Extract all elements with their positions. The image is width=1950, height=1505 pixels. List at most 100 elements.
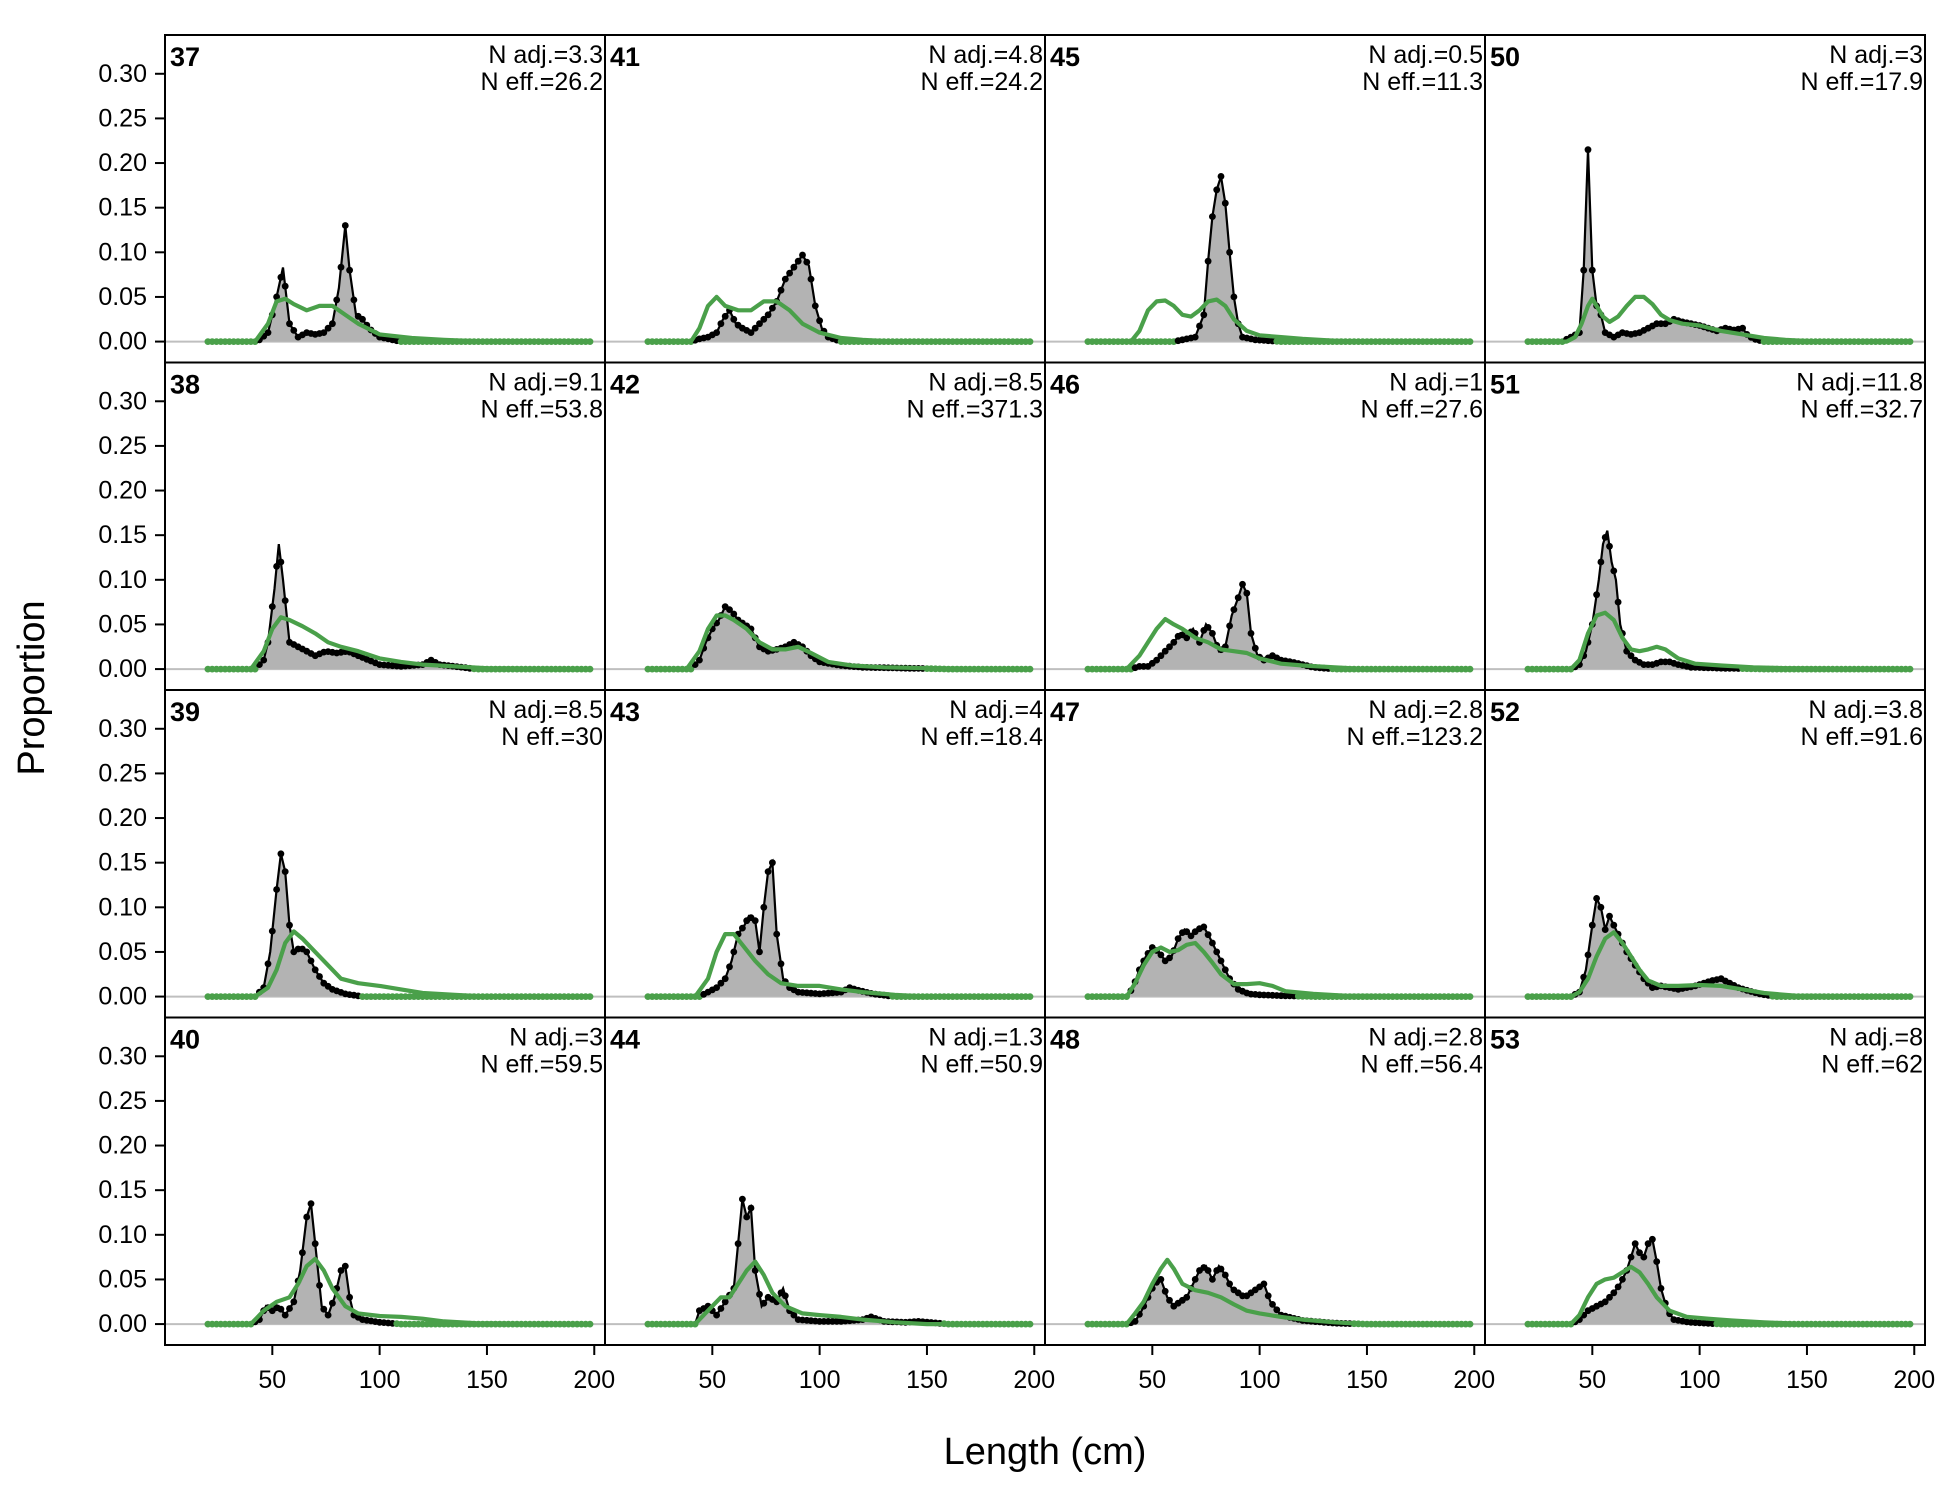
y-tick-label: 0.30 — [98, 715, 147, 743]
y-tick-label: 0.10 — [98, 893, 147, 921]
panel-id-label: 51 — [1490, 370, 1520, 400]
observed-area — [1527, 530, 1910, 670]
y-tick-label: 0.10 — [98, 238, 147, 266]
expected-line — [1527, 294, 1910, 344]
observed-point — [811, 302, 819, 310]
observed-point — [346, 266, 353, 274]
observed-point — [807, 275, 815, 283]
observed-point — [1131, 1318, 1139, 1325]
observed-point — [743, 1213, 751, 1221]
observed-point — [713, 1311, 720, 1319]
observed-point — [1251, 644, 1259, 652]
observed-area — [647, 1199, 1030, 1325]
observed-point — [730, 610, 738, 618]
observed-point — [1204, 931, 1212, 939]
observed-point — [713, 329, 720, 336]
panel-48: 48 N adj.=2.8N eff.=56.4 — [1044, 1016, 1486, 1346]
x-tick-label: 100 — [1239, 1366, 1281, 1394]
panel-id-label: 42 — [610, 370, 640, 400]
observed-point — [1649, 1235, 1656, 1243]
observed-area — [207, 1203, 590, 1325]
observed-point — [260, 656, 268, 664]
observed-point — [1209, 213, 1216, 221]
observed-point — [1588, 921, 1596, 929]
observed-point — [329, 320, 336, 328]
observed-point — [1597, 903, 1605, 911]
observed-point — [281, 1311, 289, 1319]
observed-point — [1213, 186, 1221, 194]
observed-point — [1601, 534, 1609, 541]
n-adj-label: N adj.=8.5 — [488, 696, 603, 724]
x-tick-label: 50 — [1578, 1366, 1606, 1394]
observed-point — [769, 304, 776, 312]
observed-point — [717, 320, 725, 328]
expected-line — [1527, 610, 1911, 672]
observed-point — [777, 286, 785, 294]
panel-id-label: 37 — [170, 42, 200, 72]
observed-point — [1619, 1276, 1626, 1283]
observed-point — [1627, 1253, 1635, 1261]
observed-point — [721, 1298, 729, 1306]
x-tick-label: 100 — [359, 1366, 401, 1394]
y-tick-label: 0.00 — [98, 328, 147, 356]
panel-44: 44 N adj.=1.3N eff.=50.9 — [604, 1016, 1046, 1346]
observed-point — [337, 263, 345, 271]
x-tick-label: 200 — [1453, 1366, 1495, 1394]
panel-id-label: 44 — [610, 1025, 640, 1055]
observed-point — [734, 1240, 742, 1248]
observed-point — [281, 597, 289, 604]
panel-id-label: 52 — [1490, 697, 1520, 727]
n-adj-label: N adj.=1 — [1389, 369, 1483, 397]
observed-point — [751, 324, 759, 332]
observed-point — [320, 1305, 328, 1313]
observed-point — [1243, 589, 1251, 597]
observed-point — [346, 1293, 353, 1301]
observed-point — [730, 948, 738, 956]
observed-point — [1597, 558, 1605, 566]
observed-point — [264, 329, 272, 336]
observed-point — [303, 1213, 311, 1221]
panel-46: 46 N adj.=1N eff.=27.6 — [1044, 361, 1486, 691]
y-tick-label: 0.10 — [98, 566, 147, 594]
observed-point — [1209, 939, 1216, 947]
n-eff-label: N eff.=30 — [501, 723, 603, 751]
observed-point — [1217, 1265, 1225, 1273]
observed-point — [794, 257, 802, 265]
observed-point — [1739, 324, 1746, 332]
expected-line — [1087, 297, 1470, 344]
panel-42: 42 N adj.=8.5N eff.=371.3 — [604, 361, 1046, 691]
n-adj-label: N adj.=11.8 — [1796, 369, 1923, 397]
panel-id-label: 53 — [1490, 1025, 1520, 1055]
observed-point — [286, 320, 293, 328]
panel-41: 41 N adj.=4.8N eff.=24.2 — [604, 34, 1046, 364]
x-tick-label: 50 — [698, 1366, 726, 1394]
expected-line — [207, 296, 590, 344]
observed-point — [264, 960, 272, 968]
observed-point — [790, 1311, 798, 1319]
observed-point — [1610, 1289, 1618, 1297]
observed-point — [1166, 1296, 1173, 1304]
observed-point — [1230, 606, 1238, 613]
panel-id-label: 43 — [610, 697, 640, 727]
observed-point — [286, 1305, 293, 1312]
n-eff-label: N eff.=59.5 — [480, 1051, 603, 1079]
observed-point — [281, 868, 289, 875]
panel-id-label: 46 — [1050, 370, 1080, 400]
n-adj-label: N adj.=2.8 — [1368, 1024, 1483, 1052]
panel-40: 40 N adj.=3N eff.=59.5 — [164, 1016, 606, 1346]
observed-point — [311, 1240, 319, 1248]
y-tick-label: 0.15 — [98, 521, 147, 549]
observed-point — [721, 312, 729, 320]
observed-point — [290, 327, 298, 334]
observed-point — [1601, 1298, 1609, 1306]
observed-line — [647, 252, 1030, 343]
observed-point — [777, 960, 785, 968]
observed-point — [1196, 322, 1203, 330]
observed-point — [1217, 957, 1225, 965]
n-adj-label: N adj.=4.8 — [928, 41, 1043, 69]
expected-line — [207, 929, 590, 999]
n-eff-label: N eff.=17.9 — [1800, 68, 1923, 96]
observed-point — [329, 1299, 336, 1307]
x-tick-label: 150 — [1786, 1366, 1828, 1394]
n-eff-label: N eff.=123.2 — [1347, 723, 1483, 751]
